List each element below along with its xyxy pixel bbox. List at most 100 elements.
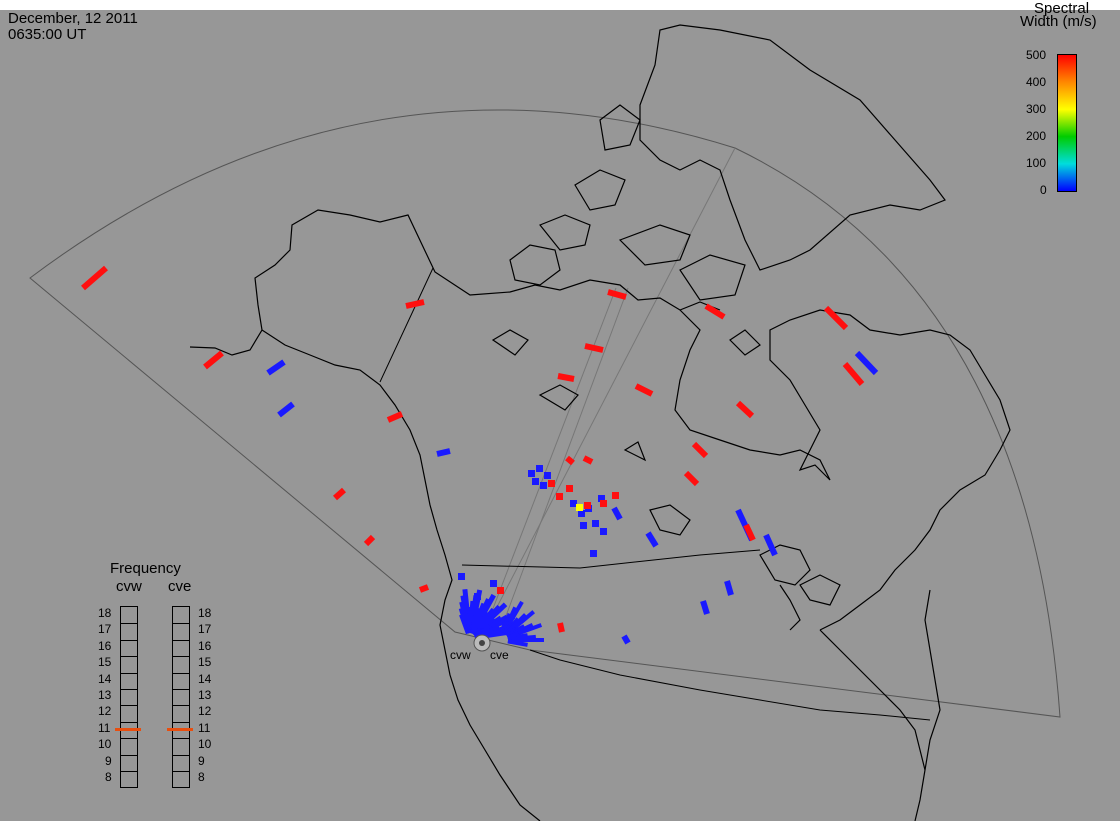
colorbar-tick-label: 400 <box>1026 75 1047 89</box>
echo-cell <box>600 528 607 535</box>
echo-segment <box>683 470 700 487</box>
echo-segment <box>436 448 451 457</box>
frequency-scale-label: 12 <box>198 704 212 719</box>
beam-boundary-cvw <box>483 287 617 633</box>
frequency-scale-label: 13 <box>198 688 212 702</box>
frequency-bar-cve <box>172 606 190 789</box>
radar-echoes <box>81 265 879 647</box>
frequency-bar-cvw <box>120 606 138 789</box>
frequency-title: Frequency <box>110 560 181 577</box>
frequency-col-cvw: cvw <box>116 578 142 595</box>
frequency-scale-label: 15 <box>98 655 112 670</box>
radar-site-center <box>479 640 485 646</box>
echo-cell <box>578 510 585 517</box>
frequency-scale-label: 10 <box>98 737 112 752</box>
echo-segment <box>704 303 726 320</box>
echo-cell <box>556 493 563 500</box>
alaska-canada-border <box>379 267 434 383</box>
frequency-scale-label: 16 <box>198 638 212 653</box>
echo-segment <box>724 580 734 596</box>
frequency-scale-label: 15 <box>198 655 212 670</box>
echo-cell <box>590 550 597 557</box>
echo-cell <box>566 485 573 492</box>
polar-map <box>29 24 1061 821</box>
echo-cell <box>570 500 577 507</box>
echo-segment <box>557 373 575 382</box>
echo-segment <box>405 299 425 309</box>
frequency-scale-label: 13 <box>98 688 112 702</box>
echo-cell <box>490 580 497 587</box>
coastlines <box>189 24 1011 821</box>
echo-segment <box>607 289 627 300</box>
beam-boundary-cve-inner <box>499 287 629 633</box>
echo-cell <box>544 472 551 479</box>
colorbar-tick-label: 0 <box>1040 183 1047 197</box>
echo-cell <box>497 587 504 594</box>
frequency-scale-label: 10 <box>198 737 212 752</box>
echo-cell <box>540 482 547 489</box>
echo-cell <box>598 495 605 502</box>
echo-segment <box>691 441 709 459</box>
echo-segment <box>854 350 879 376</box>
echo-segment <box>700 600 710 615</box>
frequency-scale-label: 18 <box>98 606 112 620</box>
frequency-scale-label: 17 <box>98 622 112 637</box>
echo-segment <box>763 533 778 557</box>
frequency-scale-label: 12 <box>98 704 112 719</box>
frequency-scale-label: 14 <box>198 671 212 686</box>
frequency-scale-label: 8 <box>105 770 112 784</box>
frequency-scale-label: 9 <box>105 753 112 768</box>
echo-segment <box>277 401 295 418</box>
frequency-col-cve: cve <box>168 578 192 595</box>
echo-segment <box>266 359 286 376</box>
colorbar-tick-label: 200 <box>1026 129 1047 143</box>
frequency-scale-label: 8 <box>198 770 205 784</box>
echo-cell <box>600 500 607 507</box>
frequency-marker-cve <box>167 728 193 732</box>
echo-segment <box>621 634 631 645</box>
frequency-scale-label: 11 <box>198 720 211 735</box>
fov-outline <box>29 109 1061 718</box>
echo-segment <box>418 584 430 593</box>
echo-cell <box>576 504 583 511</box>
echo-cell <box>528 470 535 477</box>
frequency-scale-label: 16 <box>98 638 112 653</box>
echo-segment <box>842 362 865 386</box>
frequency-scale-label: 18 <box>198 606 212 620</box>
echo-cell <box>532 478 539 485</box>
colorbar-tick-label: 500 <box>1026 48 1047 62</box>
echo-cell <box>474 593 481 600</box>
colorbar-tick-label: 300 <box>1026 102 1047 116</box>
echo-cell <box>548 480 555 487</box>
colorbar-title-line1: Spectral <box>1034 0 1090 17</box>
frequency-marker-cvw <box>115 728 141 732</box>
echo-segment <box>565 455 575 466</box>
frequency-scale-label: 14 <box>98 671 112 686</box>
radar-label-cve: cve <box>490 648 509 662</box>
us-canada-border <box>461 549 761 569</box>
echo-cell <box>612 492 619 499</box>
echo-cell <box>580 522 587 529</box>
echo-segment <box>743 523 756 542</box>
echo-cell <box>584 502 591 509</box>
echo-segment <box>735 400 755 419</box>
echo-segment <box>584 343 604 353</box>
colorbar-title-line2: Width (m/s) <box>1020 13 1097 30</box>
echo-segment <box>611 506 623 521</box>
echo-cell <box>592 520 599 527</box>
echo-segment <box>333 487 346 501</box>
echo-segment <box>203 350 224 370</box>
date-label: December, 12 2011 <box>8 10 138 27</box>
colorbar-tick-label: 100 <box>1026 156 1047 170</box>
frequency-scale-label: 9 <box>198 753 205 768</box>
echo-segment <box>81 265 108 291</box>
echo-segment <box>823 305 849 331</box>
echo-segment <box>363 534 376 547</box>
echo-cell <box>458 573 465 580</box>
echo-cell <box>536 465 543 472</box>
echo-fan-cve <box>507 639 528 647</box>
political-borders <box>379 267 931 721</box>
colorbar <box>1057 54 1077 192</box>
frequency-scale-label: 17 <box>198 622 212 637</box>
